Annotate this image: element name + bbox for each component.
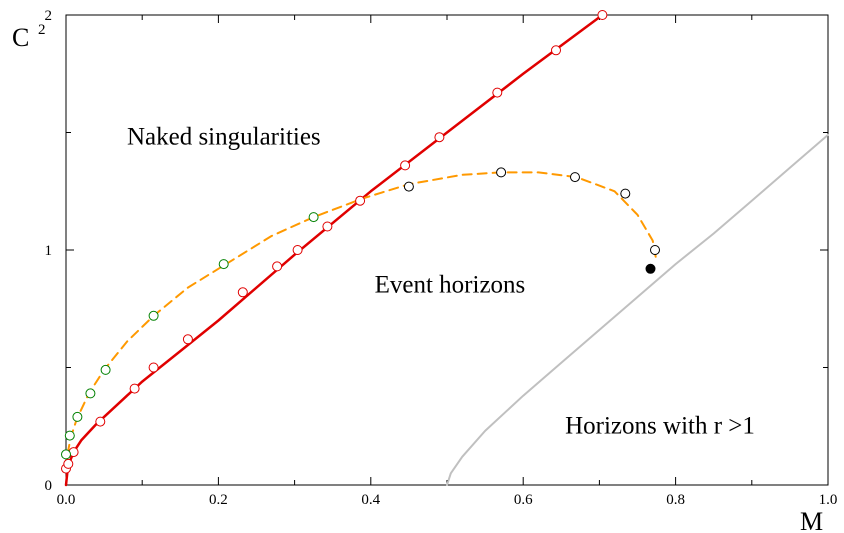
y-axis-label-exponent: 2 [38,22,46,38]
data-point [292,245,303,255]
data-point [597,10,608,20]
region-annotation: Event horizons [375,271,526,298]
y-tick-label: 2 [45,8,53,24]
ticks [65,14,829,486]
data-point [72,411,83,422]
series-line [64,13,604,487]
data-point [64,430,75,441]
data-point [400,160,411,171]
data-point [61,449,71,460]
filled-data-point [645,263,656,274]
data-point [272,261,283,272]
data-point [403,181,414,192]
labels: 0.0 0.2 0.4 0.6 0.8 1.0 0 1 2C 2 M Naked singularit… [12,8,837,533]
data-point [182,334,193,345]
x-tick-label: 0.6 [514,492,533,508]
data-point [237,287,248,298]
series-layer [61,10,829,487]
data-point [308,212,319,223]
data-point [85,388,96,399]
region-annotation: Horizons with r >1 [565,412,755,439]
data-point [434,132,445,143]
data-point [63,458,74,469]
y-axis-label: C [12,23,29,52]
data-point [650,245,660,255]
region-annotation: Naked singularities [127,123,321,150]
x-tick-label: 0.4 [361,492,380,508]
data-point [496,167,507,178]
y-tick-label: 0 [45,478,53,494]
data-point [570,172,580,183]
x-tick-label: 0.0 [57,492,76,508]
data-point [100,364,111,375]
series-line [446,133,829,486]
x-axis-label: M [800,507,823,533]
x-tick-label: 0.2 [209,492,228,508]
data-point [620,188,631,199]
x-tick-label: 0.8 [666,492,685,508]
data-point [148,310,159,321]
data-point [551,45,561,56]
series-line [65,171,658,470]
data-point [492,87,503,98]
data-point [218,259,229,270]
data-point [95,416,106,427]
x-tick-label: 1.0 [819,492,838,508]
data-point [148,362,159,373]
y-tick-label: 1 [45,243,53,259]
data-point [355,195,366,206]
data-point [129,383,140,394]
data-point [322,221,333,232]
